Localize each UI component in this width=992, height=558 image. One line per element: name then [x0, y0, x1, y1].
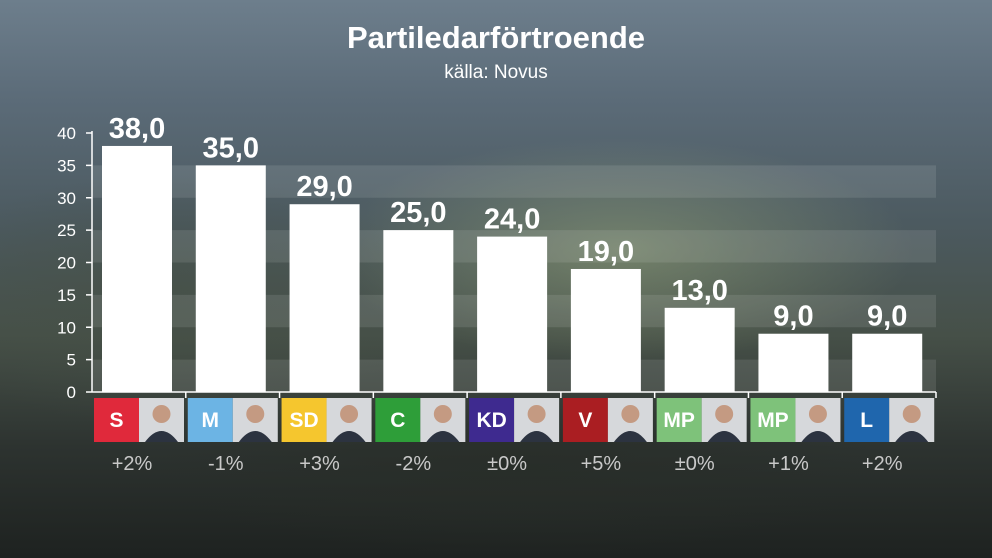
y-tick-label: 20 [57, 254, 76, 273]
portrait-body [238, 431, 272, 442]
value-label: 13,0 [671, 275, 727, 307]
bar-series [102, 145, 923, 392]
portrait-body [332, 431, 366, 442]
party-color-block [562, 398, 608, 442]
party-label: S [109, 409, 123, 432]
party-color-block [656, 398, 702, 442]
portrait-body [707, 431, 741, 442]
portrait-face [621, 405, 640, 423]
party-label: C [390, 409, 405, 432]
y-tick-label: 15 [57, 286, 76, 305]
portrait-face [433, 405, 452, 423]
y-tick-label: 30 [57, 189, 76, 208]
bar [570, 268, 641, 392]
change-label: +2% [112, 453, 153, 475]
y-tick-label: 0 [67, 383, 76, 402]
y-tick-label: 35 [57, 156, 76, 175]
value-label: 25,0 [390, 197, 446, 229]
party-label: M [202, 409, 220, 432]
party-tile: MP [750, 398, 841, 442]
bar [852, 333, 923, 392]
bar [758, 333, 829, 392]
value-label: 9,0 [773, 301, 813, 333]
party-label: MP [757, 409, 789, 432]
party-tiles: S M SD C KD V MP MP L [94, 398, 935, 442]
value-label: 9,0 [867, 301, 907, 333]
party-tile: S [94, 398, 184, 442]
party-label: V [578, 409, 592, 432]
portrait-body [426, 431, 460, 442]
party-tile: MP [656, 398, 747, 442]
y-tick-label: 10 [57, 318, 76, 337]
party-color-block [94, 398, 139, 442]
value-label: 29,0 [296, 171, 352, 203]
party-tile: KD [469, 398, 560, 442]
change-labels: +2% -1% +3% -2% ±0% +5% ±0% +1% +2% [112, 453, 903, 475]
portrait-body [895, 431, 929, 442]
portrait-face [808, 405, 827, 423]
change-label: +3% [299, 453, 340, 475]
party-color-block [844, 398, 890, 442]
party-label: KD [476, 409, 506, 432]
y-tick-label: 25 [57, 221, 76, 240]
change-label: +5% [581, 453, 622, 475]
portrait-face [246, 405, 265, 423]
change-label: -1% [208, 453, 244, 475]
bar [383, 230, 454, 392]
bar [102, 145, 172, 392]
value-label: 38,0 [109, 113, 165, 145]
party-label: L [860, 409, 873, 432]
party-label: MP [663, 409, 695, 432]
change-label: -2% [396, 453, 432, 475]
party-tile: L [844, 398, 935, 442]
bar [477, 236, 548, 392]
portrait-face [715, 405, 734, 423]
change-label: ±0% [487, 453, 527, 475]
party-color-block [187, 398, 233, 442]
party-color-block [375, 398, 421, 442]
portrait-body [801, 431, 835, 442]
party-tile: V [562, 398, 653, 442]
portrait-face [340, 405, 359, 423]
change-label: ±0% [675, 453, 715, 475]
party-color-block [281, 398, 327, 442]
party-label: SD [289, 409, 318, 432]
party-color-block [469, 398, 515, 442]
y-tick-label: 5 [67, 351, 76, 370]
party-tile: C [375, 398, 466, 442]
party-color-block [750, 398, 796, 442]
bar [195, 165, 266, 392]
bar [289, 204, 360, 392]
value-label: 19,0 [578, 236, 634, 268]
portrait-body [520, 431, 554, 442]
portrait-body [145, 431, 178, 442]
portrait-face [527, 405, 546, 423]
change-label: +1% [768, 453, 809, 475]
chart-title: Partiledarförtroende [346, 20, 645, 55]
portrait-face [152, 405, 171, 423]
chart-subtitle: källa: Novus [444, 62, 548, 83]
party-tile: SD [281, 398, 372, 442]
party-tile: M [187, 398, 278, 442]
value-label: 35,0 [203, 132, 259, 164]
portrait-face [902, 405, 921, 423]
change-label: +2% [862, 453, 903, 475]
value-labels: 38,0 35,0 29,0 25,0 24,0 19,0 13,0 9,0 9,0 [109, 113, 908, 333]
portrait-body [613, 431, 647, 442]
y-tick-label: 40 [57, 124, 76, 143]
bar [664, 307, 735, 392]
value-label: 24,0 [484, 204, 540, 236]
